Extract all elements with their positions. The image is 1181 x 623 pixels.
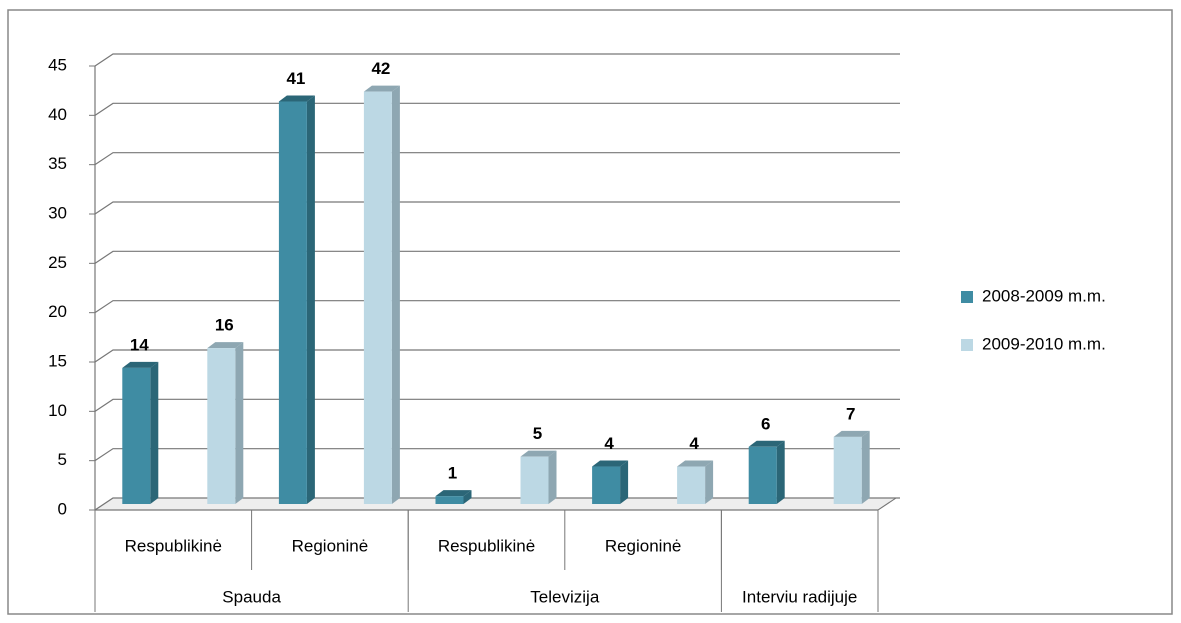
legend-swatch — [961, 291, 973, 303]
y-tick-label: 25 — [48, 253, 67, 272]
data-label: 6 — [761, 414, 770, 433]
bar-side — [705, 460, 714, 504]
y-tick-label: 10 — [48, 401, 67, 420]
data-label: 42 — [371, 59, 390, 78]
floor-edge — [877, 497, 897, 511]
legend-label: 2009-2010 m.m. — [982, 334, 1106, 353]
bar — [278, 95, 315, 504]
bar-front — [833, 436, 862, 504]
bar-top — [520, 450, 557, 457]
data-label: 1 — [448, 464, 457, 483]
bar-top — [363, 85, 400, 92]
grid-line — [94, 300, 900, 314]
y-tick-label: 20 — [48, 302, 67, 321]
bar — [363, 85, 400, 504]
grid-line — [94, 448, 900, 462]
bar-front — [122, 367, 151, 504]
bar-front — [363, 91, 392, 504]
x-tick-label: Respublikinė — [125, 536, 222, 555]
data-label: 14 — [130, 335, 149, 354]
x-tick-label: Regioninė — [605, 536, 682, 555]
bar-side — [306, 95, 315, 504]
bar-side — [861, 430, 870, 504]
bar-side — [391, 85, 400, 504]
grid-line — [94, 349, 900, 363]
data-label: 4 — [689, 434, 699, 453]
bar-top — [122, 361, 159, 368]
y-tick-label: 45 — [48, 55, 67, 74]
bar-top — [435, 490, 472, 497]
bar-front — [207, 348, 236, 504]
bar-top — [677, 460, 714, 467]
data-label: 16 — [215, 316, 234, 335]
y-tick-label: 5 — [58, 450, 67, 469]
bar-front — [520, 456, 549, 504]
bar-front — [677, 466, 706, 504]
bar-top — [592, 460, 629, 467]
bar-front — [748, 446, 777, 504]
bar — [207, 342, 244, 504]
x-tick-label: Respublikinė — [438, 536, 535, 555]
bar-side — [620, 460, 629, 504]
group-label: Spauda — [222, 587, 281, 606]
grid-line — [94, 497, 900, 511]
y-tick-label: 40 — [48, 105, 67, 124]
bar-top — [207, 342, 244, 349]
bar-side — [235, 342, 244, 504]
bar — [435, 490, 472, 504]
legend-label: 2008-2009 m.m. — [982, 286, 1106, 305]
bar — [592, 460, 629, 504]
legend-swatch — [961, 339, 973, 351]
bar — [748, 440, 785, 504]
bar-top — [278, 95, 315, 102]
bar — [122, 361, 159, 504]
bar-side — [150, 361, 159, 504]
data-label: 7 — [846, 404, 855, 423]
data-label: 41 — [286, 69, 305, 88]
bar — [677, 460, 714, 504]
chart-border — [7, 9, 1173, 615]
grid-line — [94, 201, 900, 215]
grid-line — [94, 53, 900, 67]
y-tick-label: 15 — [48, 351, 67, 370]
grid-line — [94, 102, 900, 116]
bar-top — [748, 440, 785, 447]
grid-line — [94, 398, 900, 412]
group-label: Televizija — [530, 587, 600, 606]
y-tick-label: 30 — [48, 203, 67, 222]
group-label: Interviu radijuje — [742, 587, 857, 606]
bar — [833, 430, 870, 504]
y-tick-label: 0 — [58, 499, 67, 518]
bar-side — [776, 440, 785, 504]
y-tick-label: 35 — [48, 154, 67, 173]
bar-side — [548, 450, 557, 504]
bar-front — [592, 466, 621, 504]
data-label: 4 — [604, 434, 614, 453]
bar-front — [435, 496, 464, 504]
grid-line — [94, 250, 900, 264]
bar-top — [833, 430, 870, 437]
data-label: 5 — [533, 424, 542, 443]
grid-line — [94, 152, 900, 166]
bar-side — [463, 490, 472, 504]
x-tick-label: Regioninė — [292, 536, 369, 555]
bar — [520, 450, 557, 504]
bar-front — [278, 101, 307, 504]
